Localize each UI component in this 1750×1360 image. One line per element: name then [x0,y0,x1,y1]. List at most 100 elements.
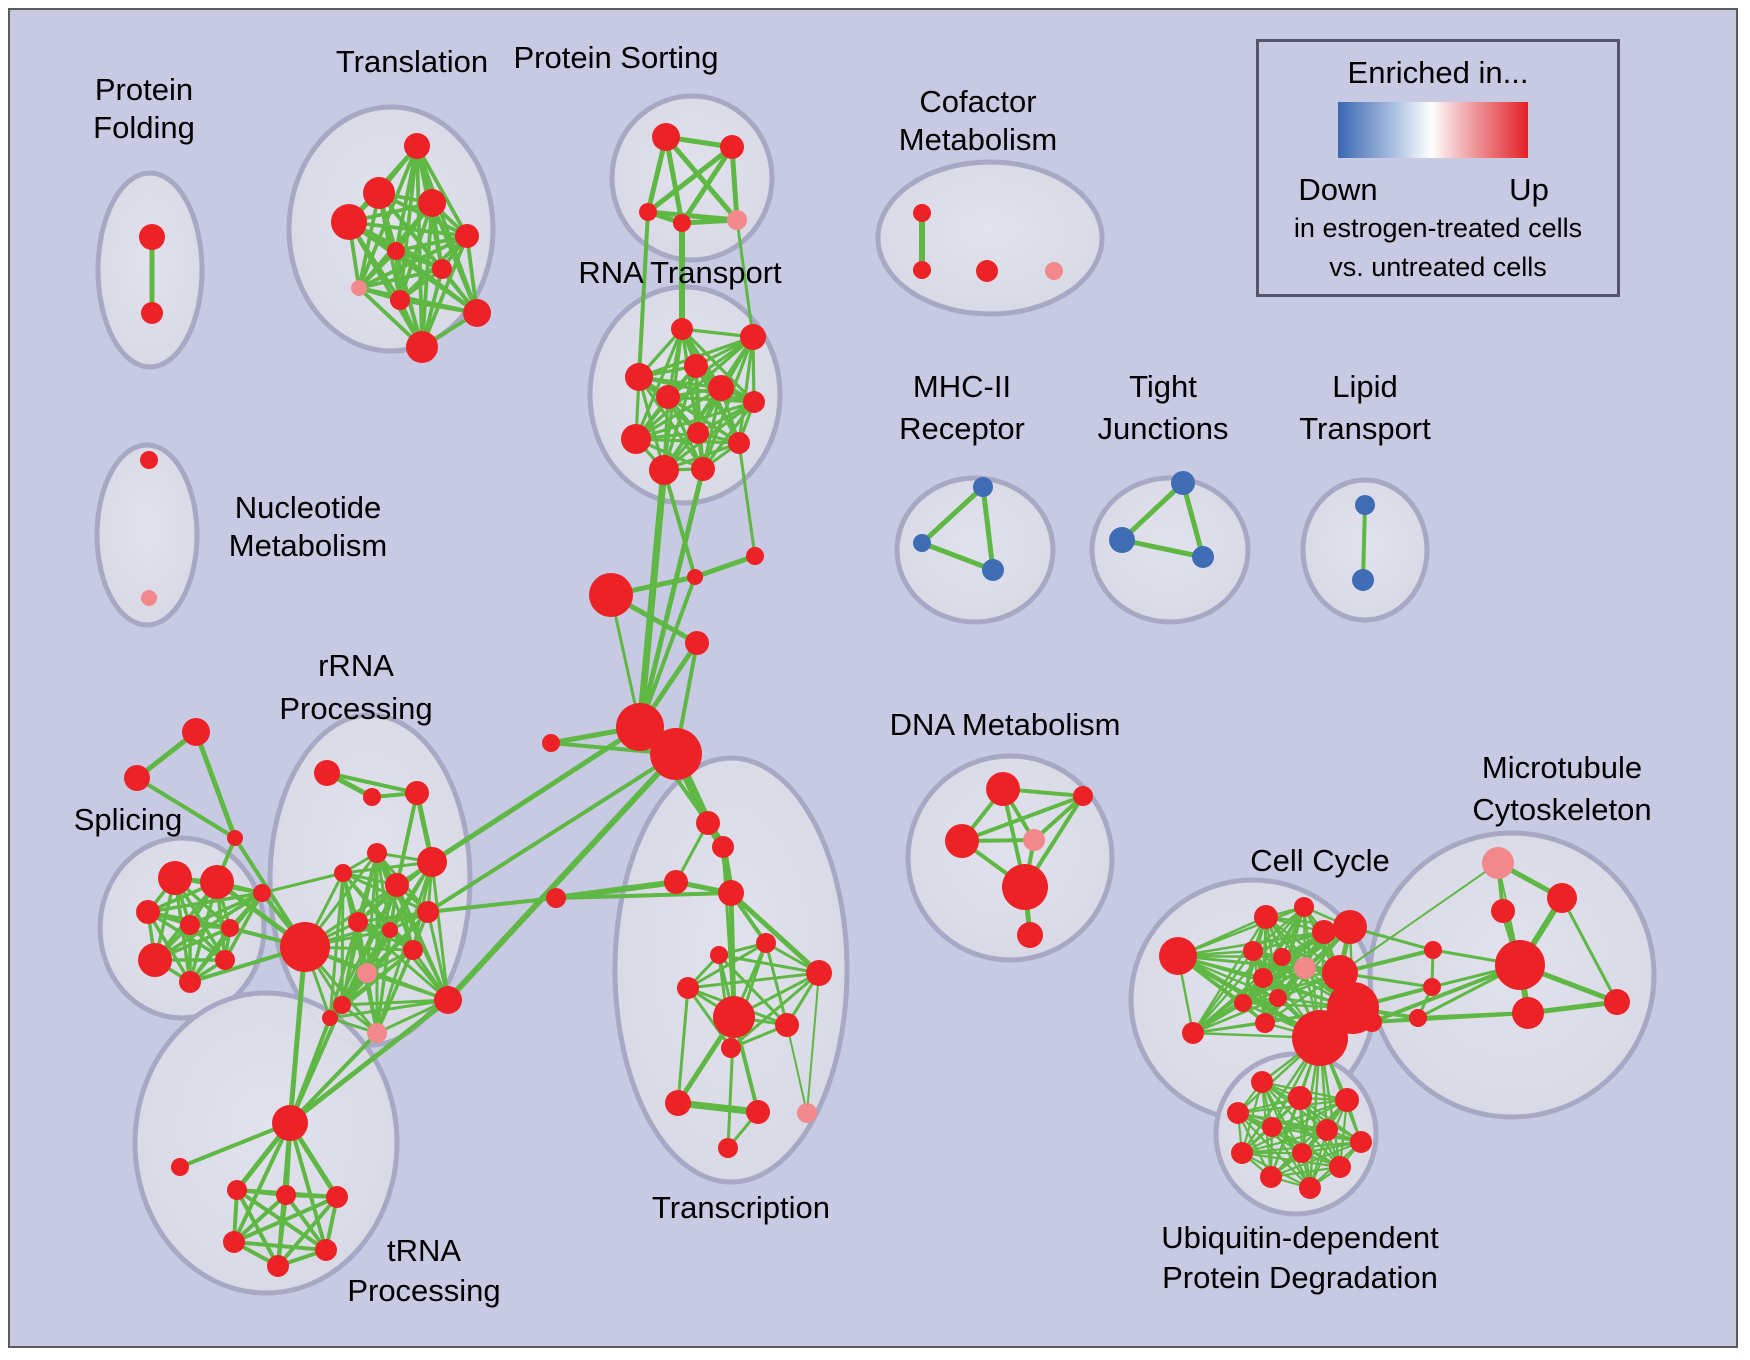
edge [638,575,697,729]
node-nu-n2 [141,590,157,606]
node-dn-d3 [1073,786,1093,806]
edge [637,466,706,730]
edge [737,441,757,558]
node-tp-u2 [171,1158,189,1176]
edge [178,1121,292,1169]
edge [1191,949,1255,1035]
node-tr-t1 [404,133,430,159]
node-rr-q2 [363,788,381,806]
node-tj-j2 [1109,527,1135,553]
node-ub-ub6 [1316,1119,1338,1141]
node-mt-mt5 [1512,997,1544,1029]
edge [701,400,756,471]
edge [637,375,666,472]
edge [553,879,679,901]
node-rt-r10 [728,432,750,454]
edge [232,1193,288,1244]
node-sp-s1 [158,861,192,895]
cluster-label-nu: Nucleotide [235,490,381,525]
node-sp-s4 [180,915,200,935]
node-mt-mt6 [1604,989,1630,1015]
edge [1269,1098,1349,1179]
node-mt-br1 [1362,1012,1382,1032]
node-rt-r9 [687,422,709,444]
node-ub-ub12 [1299,1177,1321,1199]
node-sp-s5 [221,919,239,937]
edge [365,851,379,975]
node-sp-s3 [136,900,160,924]
edge [1180,480,1206,560]
edge [1560,896,1619,1004]
node-mt-mt2 [1547,883,1577,913]
edge [1236,1111,1273,1179]
edge [328,998,450,1020]
node-mh-m1 [973,477,993,497]
edge [636,466,668,731]
node-dn-d5 [1002,864,1048,910]
node-sp-tri2 [124,765,150,791]
node-dn-d2 [945,824,979,858]
edge [1361,503,1367,582]
edge [340,998,450,1007]
cluster-label-co: Cofactor [919,84,1036,119]
node-tx-v1 [696,811,720,835]
cluster-label-mt: Cytoskeleton [1472,792,1651,827]
nodes-layer [124,123,1630,1277]
edge [347,220,424,349]
cluster-label-dn: DNA Metabolism [890,707,1121,742]
edge [426,910,450,1002]
edge [1240,1151,1342,1169]
edge [717,953,821,975]
edge [634,327,684,441]
node-rt-r1 [671,318,693,340]
node-hub-w1 [546,888,566,908]
node-cc-cc3 [1294,897,1314,917]
node-pf-a [139,224,165,250]
node-tx-x11 [718,1138,738,1158]
node-tr-t3 [331,204,367,240]
cluster-ellipse-nu [94,442,200,628]
edge [445,751,679,1003]
node-ub-ub10 [1329,1156,1351,1178]
cluster-label-tx: Transcription [652,1190,830,1225]
edge [146,891,264,914]
node-rt-r6 [656,385,680,409]
edge [554,891,733,900]
node-tr-t5 [455,224,479,248]
cluster-label-co: Metabolism [899,122,1058,157]
node-rt-r5 [708,375,734,401]
node-hub-g2 [746,547,764,565]
node-tx-v3 [664,870,688,894]
node-rt-r11 [649,455,679,485]
legend-subtitle-line1: in estrogen-treated cells [1293,213,1583,243]
node-rr-q5 [334,864,352,882]
node-tp-u1 [272,1105,308,1141]
node-lt-l1 [1355,495,1375,515]
node-hub-g4 [542,734,560,752]
node-mt-mt7 [1424,941,1442,959]
node-tx-x6 [775,1013,799,1037]
edge [188,880,219,984]
node-tx-v2 [712,836,734,858]
cluster-label-cc: Cell Cycle [1250,843,1390,878]
edge [1370,963,1522,1024]
node-tr-t2 [363,177,395,209]
node-co-c3 [976,260,998,282]
node-hub-HA [589,573,633,617]
edge [686,941,768,990]
node-cc-cc4 [1312,920,1336,944]
node-mt-mt9 [1409,1009,1427,1027]
legend-down-label: Down [1298,172,1378,207]
edge [634,437,741,445]
node-rt-r3 [625,363,653,391]
edge [686,971,821,990]
edge [395,791,419,887]
node-sp-s8 [253,884,271,902]
node-cc-cc11 [1269,989,1287,1007]
node-cc-cc12 [1322,955,1358,991]
edge [980,484,996,573]
legend-gradient-bar [1338,102,1528,158]
edge [188,891,264,927]
